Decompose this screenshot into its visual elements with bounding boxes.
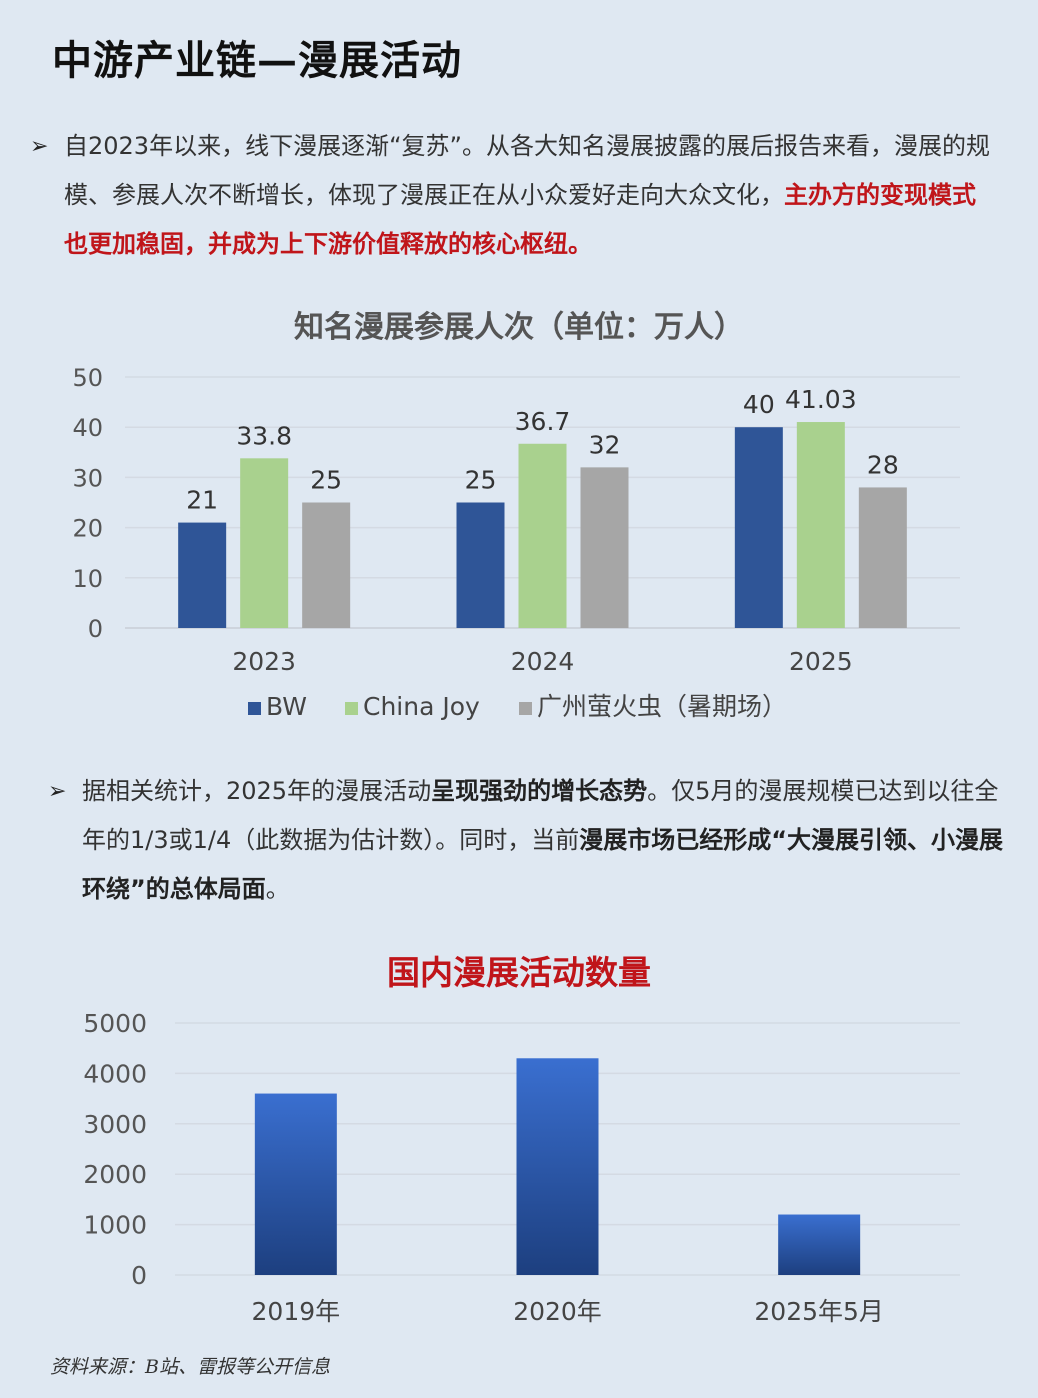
growth-bold-2: 漫展市场已经形成“大漫展引领、小漫展环绕”的总体局面 [82, 826, 1004, 903]
bar [858, 487, 907, 628]
growth-text-1: 据相关统计，2025年的漫展活动 [82, 777, 432, 805]
y-tick-label: 20 [72, 515, 103, 543]
y-tick-label: 10 [72, 565, 103, 593]
x-tick-label: 2020年 [513, 1297, 602, 1326]
x-tick-label: 2023 [232, 647, 296, 676]
growth-text-2: 。仅5月的漫展规模已达到以往全年的1/3或1/4（此数据为估计数）。同时，当前 [82, 777, 999, 854]
growth-text-3: 。 [265, 875, 290, 903]
y-tick-label: 0 [131, 1261, 147, 1290]
bar [254, 1093, 337, 1275]
bar [456, 502, 505, 628]
legend-swatch [519, 702, 532, 715]
legend-label: BW [266, 692, 307, 721]
event-count-bar-chart: 0 1000 2000 3000 4000 5000 2019年 2020年 2025年5月 [83, 1009, 960, 1326]
bar [516, 1058, 599, 1275]
source-note: 资料来源：B站、雷报等公开信息 [50, 1356, 330, 1378]
page-title: 中游产业链—漫展活动 [52, 37, 462, 84]
x-tick-label: 2025 [789, 647, 853, 676]
bar [778, 1214, 861, 1275]
growth-paragraph: ➢ 据相关统计，2025年的漫展活动呈现强劲的增长态势。仅5月的漫展规模已达到以… [48, 767, 1012, 914]
bar [734, 427, 783, 628]
legend-swatch [345, 702, 358, 715]
intro-text: 自2023年以来，线下漫展逐渐“复苏”。从各大知名漫展披露的展后报告来看，漫展的… [64, 132, 990, 209]
intro-highlight-text: 主办方的变现模式也更加稳固，并成为上下游价值释放的核心枢纽。 [64, 181, 976, 258]
y-tick-label: 0 [88, 615, 103, 643]
data-label: 40 [743, 390, 775, 419]
x-tick-label: 2024 [511, 647, 575, 676]
data-label: 25 [310, 466, 342, 495]
legend-label: 广州萤火虫（暑期场） [537, 692, 787, 721]
chart1-title: 知名漫展参展人次（单位：万人） [294, 310, 744, 345]
y-tick-label: 1000 [83, 1211, 147, 1240]
bullet-arrow-icon: ➢ [48, 779, 67, 804]
attendance-bar-chart: 0 10 20 30 40 50 2023 21 33.8 25 2024 25 36.7 32 2025 4… [72, 364, 960, 721]
y-tick-label: 40 [72, 414, 103, 442]
y-tick-label: 4000 [83, 1059, 147, 1088]
bar [518, 443, 567, 628]
x-tick-label: 2025年5月 [754, 1297, 884, 1326]
y-tick-label: 3000 [83, 1110, 147, 1139]
bar [302, 502, 351, 628]
data-label: 36.7 [515, 407, 571, 436]
legend-swatch [248, 702, 261, 715]
legend-label: China Joy [363, 692, 480, 721]
bar [796, 422, 845, 628]
bar [178, 522, 227, 628]
bar [240, 458, 289, 628]
data-label: 32 [589, 430, 621, 459]
y-tick-label: 50 [72, 364, 103, 392]
data-label: 33.8 [236, 421, 292, 450]
data-label: 41.03 [785, 385, 857, 414]
growth-bold-1: 呈现强劲的增长态势 [431, 777, 648, 805]
data-label: 28 [867, 450, 899, 479]
data-label: 21 [186, 486, 218, 515]
data-label: 25 [465, 466, 497, 495]
y-tick-label: 5000 [83, 1009, 147, 1038]
y-tick-label: 30 [72, 464, 103, 492]
chart2-title: 国内漫展活动数量 [387, 953, 651, 992]
y-tick-label: 2000 [83, 1160, 147, 1189]
bullet-arrow-icon: ➢ [30, 134, 49, 159]
bar [580, 467, 629, 628]
intro-paragraph: ➢ 自2023年以来，线下漫展逐渐“复苏”。从各大知名漫展披露的展后报告来看，漫… [30, 122, 994, 269]
x-tick-label: 2019年 [252, 1297, 341, 1326]
